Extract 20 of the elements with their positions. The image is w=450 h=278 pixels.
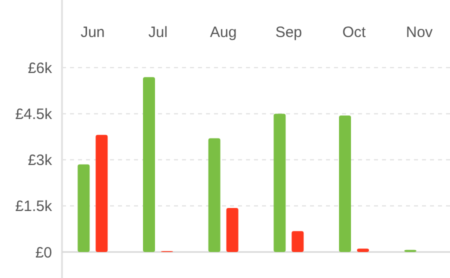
bar bbox=[274, 114, 286, 252]
x-tick-label: Jul bbox=[148, 24, 168, 41]
y-tick-label: £6k bbox=[28, 60, 52, 77]
bar bbox=[78, 164, 90, 252]
y-tick-label: £0 bbox=[35, 244, 52, 262]
x-tick-label: Nov bbox=[406, 24, 434, 41]
bar bbox=[339, 116, 351, 252]
x-tick-label: Sep bbox=[275, 24, 302, 41]
bar bbox=[208, 138, 220, 252]
y-tick-label: £4.5k bbox=[15, 106, 52, 123]
bar bbox=[292, 231, 304, 252]
x-tick-label: Oct bbox=[342, 24, 366, 41]
y-tick-label: £1.5k bbox=[15, 198, 52, 216]
x-tick-label: Jun bbox=[80, 24, 105, 41]
x-tick-label: Aug bbox=[210, 24, 237, 41]
bar bbox=[143, 77, 155, 252]
bar bbox=[96, 134, 108, 252]
bar bbox=[226, 208, 238, 252]
y-tick-label: £3k bbox=[28, 152, 52, 170]
bar bbox=[357, 248, 369, 252]
